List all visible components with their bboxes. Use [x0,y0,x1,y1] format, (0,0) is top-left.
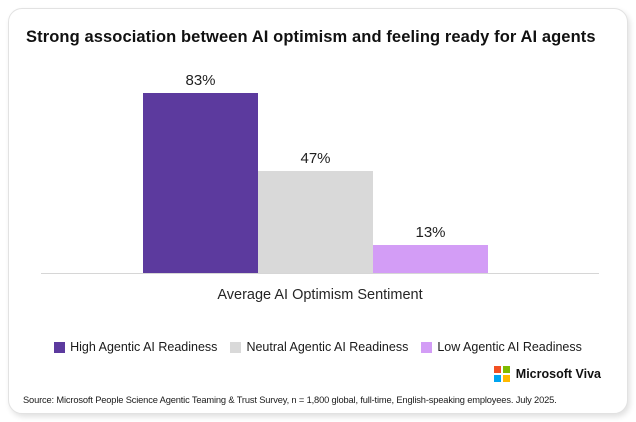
bar-neutral-agentic-ai-readiness [258,171,373,273]
brand-name: Microsoft Viva [515,366,601,381]
legend-swatch-icon [230,341,242,353]
legend-label: High Agentic AI Readiness [70,340,218,354]
microsoft-logo-square-green [502,366,510,373]
bar-value-label: 47% [300,150,331,167]
legend-item: Neutral Agentic AI Readiness [230,340,408,354]
bar-low-agentic-ai-readiness [373,245,488,273]
microsoft-logo-icon [494,366,510,382]
bar-group: 83% [143,67,258,273]
microsoft-logo-square-blue [494,374,502,382]
bar-group: 47% [258,67,373,273]
bar-value-label: 13% [415,224,446,241]
legend-item: Low Agentic AI Readiness [421,340,582,354]
source-text: Source: Microsoft People Science Agentic… [23,395,557,405]
plot-area: 83% 47% 13% Average AI Optimism Sentiment [9,9,627,309]
bars-container: 83% 47% 13% [143,67,488,273]
chart-card: Strong association between AI optimism a… [8,8,628,414]
bar-value-label: 83% [185,72,216,89]
microsoft-logo-square-yellow [502,374,510,382]
x-axis-line [41,273,599,274]
bar-high-agentic-ai-readiness [143,93,258,273]
brand-lockup: Microsoft Viva [494,366,601,382]
legend-label: Low Agentic AI Readiness [437,340,582,354]
legend-label: Neutral Agentic AI Readiness [246,340,409,354]
legend-swatch-icon [54,341,66,353]
legend-swatch-icon [421,341,433,353]
bar-group: 13% [373,67,488,273]
microsoft-logo-square-red [494,366,502,373]
chart-title: Strong association between AI optimism a… [26,28,596,46]
legend: High Agentic AI Readiness Neutral Agentic… [9,340,627,354]
x-axis-label: Average AI Optimism Sentiment [217,287,423,303]
legend-item: High Agentic AI Readiness [54,340,217,354]
